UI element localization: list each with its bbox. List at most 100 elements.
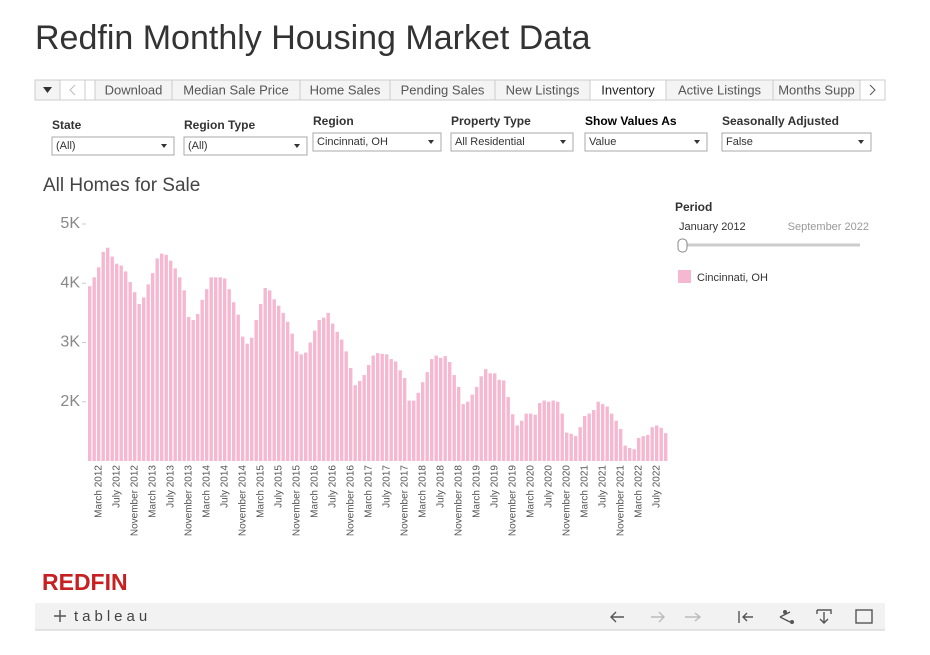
bar	[227, 289, 231, 461]
x-tick-label: November 2015	[291, 465, 302, 537]
bar	[452, 375, 456, 461]
share[interactable]	[779, 611, 791, 623]
bar	[533, 414, 537, 461]
bar	[646, 434, 650, 461]
x-tick-label: July 2013	[165, 465, 176, 508]
filter-dropdown[interactable]	[312, 132, 442, 152]
bar	[178, 277, 182, 461]
tableau-brand: tableau	[74, 608, 151, 625]
download[interactable]	[816, 609, 832, 624]
bar	[605, 406, 609, 461]
bar	[511, 414, 515, 461]
redo[interactable]	[651, 611, 665, 623]
bar	[115, 263, 119, 461]
bar	[587, 413, 591, 461]
bar	[493, 373, 497, 461]
toolbar	[35, 603, 885, 630]
filter-value: False	[726, 136, 753, 148]
revert[interactable]	[685, 612, 702, 622]
tab-label: Home Sales	[310, 82, 381, 97]
bar	[376, 353, 380, 461]
filter-dropdown[interactable]	[51, 136, 175, 156]
tab-prev[interactable]	[59, 79, 86, 101]
bar	[430, 359, 434, 461]
period-start: January 2012	[679, 221, 746, 233]
filter-dropdown[interactable]	[450, 132, 574, 152]
bar	[119, 265, 123, 461]
bar	[592, 410, 596, 461]
filter-label: Property Type	[451, 114, 531, 128]
filter-dropdown[interactable]	[721, 132, 872, 152]
reset[interactable]	[738, 611, 753, 623]
x-tick-label: March 2019	[471, 465, 482, 518]
bar	[304, 352, 308, 461]
bar	[169, 260, 173, 461]
bar	[277, 305, 281, 461]
bar	[403, 378, 407, 461]
bar	[443, 356, 447, 461]
bar	[367, 365, 371, 461]
x-tick-label: November 2018	[453, 465, 464, 537]
bar	[547, 401, 551, 461]
bar	[331, 323, 335, 461]
tab-next[interactable]	[859, 79, 886, 101]
bar	[191, 319, 195, 461]
bar	[479, 376, 483, 461]
bar	[542, 400, 546, 461]
bar	[371, 355, 375, 461]
tab-label: Download	[105, 82, 163, 97]
bar	[578, 427, 582, 461]
x-tick-label: July 2015	[273, 465, 284, 508]
x-tick-label: November 2020	[561, 465, 572, 537]
undo[interactable]	[610, 611, 624, 623]
x-tick-label: July 2021	[597, 465, 608, 508]
bar	[601, 404, 605, 461]
x-tick-label: July 2012	[111, 465, 122, 508]
bar	[295, 351, 299, 461]
filter-label: Region	[313, 114, 354, 128]
x-tick-label: November 2016	[345, 465, 356, 537]
bar	[250, 337, 254, 461]
filter-dropdown[interactable]	[183, 136, 308, 156]
tab-menu-icon	[43, 87, 52, 93]
x-tick-label: November 2012	[129, 465, 140, 537]
bar	[340, 339, 344, 461]
filter-dropdown[interactable]	[584, 132, 708, 152]
bar	[637, 437, 641, 461]
bar	[439, 357, 443, 461]
bar	[259, 303, 263, 461]
bar	[641, 436, 645, 461]
bar	[268, 290, 272, 461]
bar	[619, 429, 623, 461]
period-handle[interactable]	[677, 238, 688, 253]
period-label: Period	[675, 200, 712, 214]
tab[interactable]	[772, 79, 861, 101]
bar	[133, 292, 137, 461]
filter-label: Region Type	[184, 118, 255, 132]
x-tick-label: March 2022	[633, 465, 644, 518]
filter-label: Seasonally Adjusted	[722, 114, 839, 128]
bar	[457, 386, 461, 461]
bar	[241, 336, 245, 461]
dropdown-arrow	[161, 144, 167, 148]
bar	[308, 342, 312, 461]
filter-value: (All)	[188, 140, 208, 152]
bar	[574, 436, 578, 461]
bar	[569, 433, 573, 461]
bar	[461, 404, 465, 461]
fullscreen[interactable]	[855, 609, 873, 624]
bar	[290, 333, 294, 461]
bar	[232, 302, 236, 461]
bar	[223, 278, 227, 461]
x-tick-label: March 2016	[309, 465, 320, 518]
bar	[317, 319, 321, 461]
bar	[146, 284, 150, 461]
tab-next-icon	[869, 84, 876, 96]
bar	[398, 370, 402, 461]
bar	[286, 321, 290, 461]
x-tick-label: July 2018	[435, 465, 446, 508]
dropdown-arrow	[560, 140, 566, 144]
bar	[380, 353, 384, 461]
y-tick-label: 2K	[60, 393, 80, 410]
bar	[92, 277, 96, 461]
